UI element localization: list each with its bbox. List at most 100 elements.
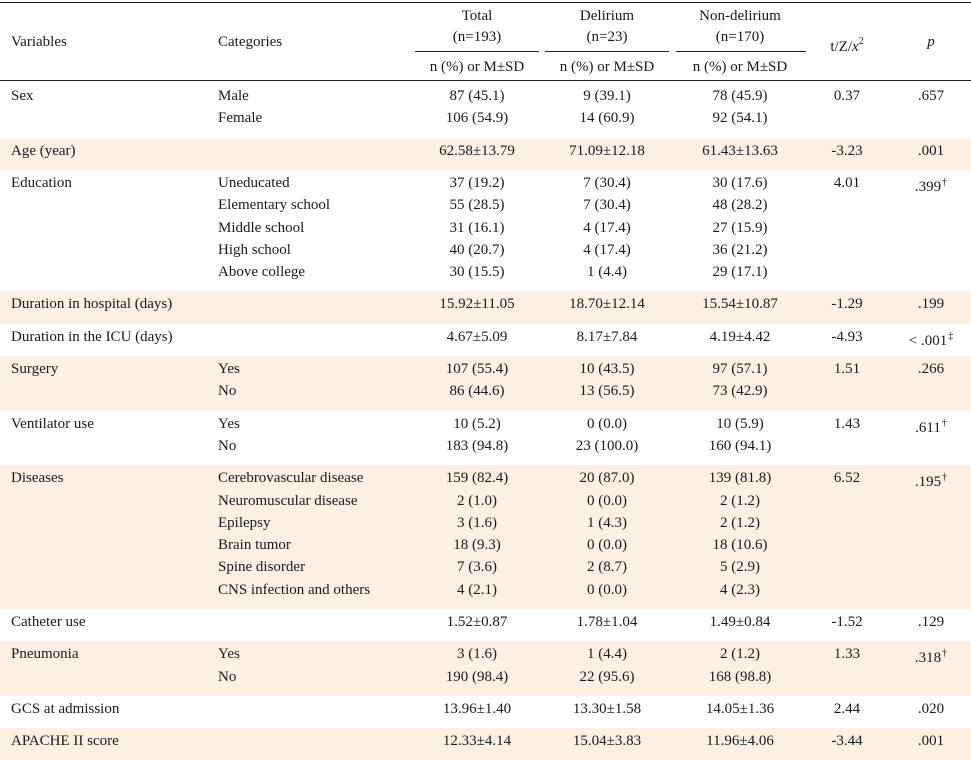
cell-total: 10 (5.2) [453,415,501,432]
cell-delirium: 18.70±12.14 [569,296,645,313]
footnote-mark: † [942,176,948,188]
cell-test-statistic: -4.93 [831,328,863,345]
cell-total: 106 (54.9) [445,110,509,127]
cell-p-value: .657 [917,88,945,104]
header-group-total: Total [461,8,493,24]
cell-test-statistic: 0.37 [833,88,861,104]
cell-nondelirium: 73 (42.9) [712,383,768,400]
cell-p-value: .399† [914,176,948,195]
header-p-value: p [927,34,935,50]
row-category: Uneducated [218,174,290,191]
cell-nondelirium: 4.19±4.42 [709,328,771,345]
header-group-total-n: (n=193) [452,29,502,45]
cell-delirium: 71.09±12.18 [569,142,645,159]
cell-p-value: .266 [917,361,945,377]
footnote-mark: † [941,417,947,429]
row-band-7 [0,465,971,609]
cell-test-statistic: -1.29 [831,296,863,313]
header-bottom-rule [0,80,971,81]
cell-nondelirium: 2 (1.2) [720,492,760,509]
row-band-1 [0,137,971,170]
row-category: CNS infection and others [218,581,371,598]
cell-total: 30 (15.5) [449,264,505,281]
group-rule-delirium [545,51,669,52]
cell-total: 55 (28.5) [449,197,505,214]
cell-p-value: .199 [917,296,945,313]
cell-delirium: 1 (4.4) [587,264,627,281]
group-rule-total [415,51,539,52]
cell-total: 40 (20.7) [449,241,505,258]
cell-p-value: .318† [914,648,948,667]
header-group-delirium-n: (n=23) [586,29,628,45]
row-category: High school [218,241,291,258]
row-variable: APACHE II score [11,733,119,750]
cell-delirium: 15.04±3.83 [572,733,642,750]
cell-delirium: 0 (0.0) [587,415,627,432]
row-category: No [218,437,237,454]
cell-p-value: .001 [917,142,945,159]
cell-delirium: 1 (4.3) [587,514,627,531]
cell-total: 107 (55.4) [445,361,509,377]
row-variable: Surgery [11,361,59,377]
header-group-delirium: Delirium [579,8,635,24]
row-category: Elementary school [218,197,331,214]
cell-total: 13.96±1.40 [442,700,512,717]
cell-delirium: 7 (30.4) [583,174,631,191]
cell-nondelirium: 15.54±10.87 [702,296,778,313]
cell-p-value: .129 [917,614,945,630]
row-variable: Pneumonia [11,646,79,663]
cell-test-statistic: 1.33 [833,646,861,663]
cell-total: 86 (44.6) [449,383,505,400]
header-group-nondelirium-n: (n=170) [715,29,765,45]
cell-nondelirium: 139 (81.8) [708,470,772,487]
cell-total: 31 (16.1) [449,219,505,236]
cell-nondelirium: 61.43±13.63 [702,142,778,159]
row-category: Cerebrovascular disease [218,470,364,487]
cell-total: 4 (2.1) [457,581,497,598]
cell-nondelirium: 4 (2.3) [720,581,760,598]
cell-nondelirium: 10 (5.9) [716,415,764,432]
cell-total: 15.92±11.05 [439,296,515,313]
header-test-statistic: t/Z/x2 [830,36,864,55]
cell-nondelirium: 2 (1.2) [720,514,760,531]
cell-delirium: 13.30±1.58 [572,700,642,717]
row-variable: Education [11,174,72,191]
cell-nondelirium: 78 (45.9) [712,88,768,104]
header-stat-nondelirium: n (%) or M±SD [692,59,788,75]
header-categories: Categories [218,34,283,50]
cell-nondelirium: 2 (1.2) [720,646,760,663]
cell-delirium: 10 (43.5) [579,361,635,377]
cell-nondelirium: 48 (28.2) [712,197,768,214]
cell-p-value: .195† [914,472,948,491]
footnote-mark: ‡ [948,330,954,342]
cell-delirium: 7 (30.4) [583,197,631,214]
cell-test-statistic: 1.51 [833,361,861,377]
row-category: Spine disorder [218,559,306,576]
row-category: Female [218,110,263,127]
row-category: Yes [218,361,240,377]
cell-total: 3 (1.6) [457,646,497,663]
cell-total: 12.33±4.14 [442,733,512,750]
footnote-mark: † [942,472,948,484]
row-variable: Ventilator use [11,415,94,432]
cell-total: 1.52±0.87 [446,614,508,630]
footnote-mark: † [942,648,948,660]
cell-total: 2 (1.0) [457,492,497,509]
cell-p-value: .020 [917,700,945,717]
cell-nondelirium: 18 (10.6) [712,537,768,554]
row-category: No [218,668,237,685]
row-category: Yes [218,415,240,432]
cell-p-value: < .001‡ [908,330,954,349]
cell-p-value: .001 [917,733,945,750]
cell-nondelirium: 36 (21.2) [712,241,768,258]
row-band-5 [0,356,971,411]
cell-delirium: 4 (17.4) [583,219,631,236]
cell-delirium: 22 (95.6) [579,668,635,685]
cell-nondelirium: 92 (54.1) [712,110,768,127]
cell-delirium: 4 (17.4) [583,241,631,258]
row-category: Epilepsy [218,514,271,531]
cell-test-statistic: -3.44 [831,733,863,750]
cell-test-statistic: 6.52 [833,470,861,487]
cell-delirium: 9 (39.1) [583,88,631,104]
